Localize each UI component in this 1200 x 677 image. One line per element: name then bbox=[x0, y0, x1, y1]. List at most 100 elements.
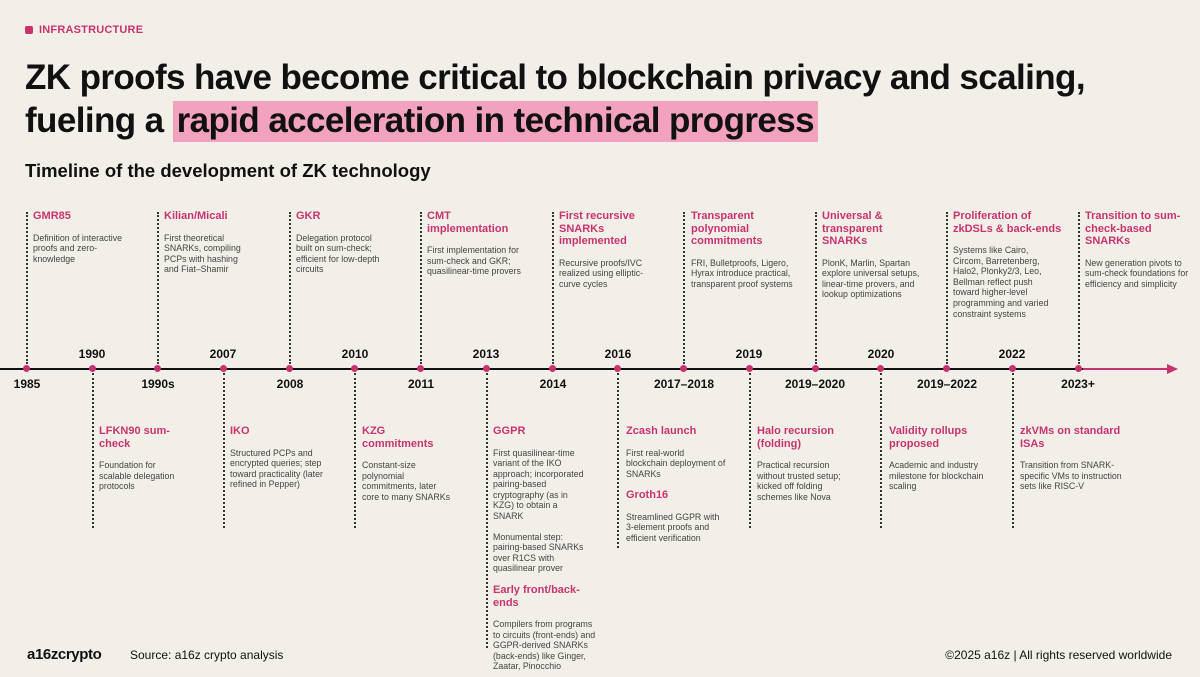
connector-line bbox=[157, 212, 159, 364]
event-title: LFKN90 sum-check bbox=[99, 425, 170, 450]
event-cmt: CMT implementation First implementation … bbox=[427, 210, 527, 277]
year-label: 2019–2020 bbox=[784, 377, 846, 391]
chart-subtitle: Timeline of the development of ZK techno… bbox=[25, 160, 431, 181]
event-transparent-commitments: Transparent polynomial commitments FRI, … bbox=[691, 210, 801, 289]
year-label: 2017–2018 bbox=[653, 377, 715, 391]
event-title: GGPR bbox=[493, 425, 526, 437]
year-label: 2020 bbox=[867, 347, 895, 361]
event-title-early-front-back-ends: Early front/back-ends bbox=[493, 584, 580, 609]
event-title: GMR85 bbox=[33, 210, 71, 222]
event-description-extra: Monumental step: pairing-based SNARKs ov… bbox=[493, 531, 584, 574]
a16z-crypto-logo: a16zcrypto bbox=[27, 646, 102, 663]
timeline-axis bbox=[0, 368, 1083, 370]
timeline-dot bbox=[220, 365, 227, 372]
event-description: Recursive proofs/IVC realized using elli… bbox=[559, 257, 644, 289]
timeline-dot bbox=[614, 365, 621, 372]
timeline-dot bbox=[417, 365, 424, 372]
event-zkdsls: Proliferation of zkDSLs & back-ends Syst… bbox=[953, 210, 1065, 319]
event-description: Compilers from programs to circuits (fro… bbox=[493, 619, 596, 672]
connector-line bbox=[486, 373, 488, 648]
connector-line bbox=[1078, 212, 1080, 364]
timeline-dot bbox=[154, 365, 161, 372]
timeline-dot bbox=[89, 365, 96, 372]
connector-line bbox=[617, 373, 619, 548]
connector-line bbox=[289, 212, 291, 364]
event-zkvms: zkVMs on standard ISAs Transition from S… bbox=[1020, 425, 1130, 492]
event-title: Kilian/Micali bbox=[164, 210, 228, 222]
event-description: Transition from SNARK-specific VMs to in… bbox=[1020, 460, 1122, 492]
event-title: zkVMs on standard ISAs bbox=[1020, 425, 1121, 450]
connector-line bbox=[815, 212, 817, 364]
event-description: Practical recursion without trusted setu… bbox=[757, 460, 841, 502]
event-lfkn90: LFKN90 sum-check Foundation for scalable… bbox=[99, 425, 189, 492]
copyright-notice: ©2025 a16z | All rights reserved worldwi… bbox=[945, 648, 1172, 662]
event-description: First theoretical SNARKs, compiling PCPs… bbox=[164, 232, 241, 275]
timeline-dot bbox=[746, 365, 753, 372]
year-label: 2013 bbox=[472, 347, 500, 361]
event-title: Halo recursion (folding) bbox=[757, 425, 835, 450]
timeline-dot bbox=[1075, 365, 1082, 372]
timeline-dot bbox=[23, 365, 30, 372]
event-recursive-snarks: First recursive SNARKs implemented Recur… bbox=[559, 210, 651, 289]
event-kzg: KZG commitments Constant-size polynomial… bbox=[362, 425, 450, 502]
event-ggpr: GGPR First quasilinear-time variant of t… bbox=[493, 425, 603, 672]
connector-line bbox=[420, 212, 422, 364]
connector-line bbox=[223, 373, 225, 528]
event-description: Academic and industry milestone for bloc… bbox=[889, 460, 984, 492]
category-tag: INFRASTRUCTURE bbox=[25, 24, 143, 36]
year-label: 2008 bbox=[276, 377, 304, 391]
year-label: 2011 bbox=[407, 377, 435, 391]
event-description: Constant-size polynomial commitments, la… bbox=[362, 460, 450, 502]
event-title: Universal & transparent SNARKs bbox=[822, 210, 883, 247]
connector-line bbox=[26, 212, 28, 364]
event-title: Proliferation of zkDSLs & back-ends bbox=[953, 210, 1062, 235]
event-description: Systems like Cairo, Circom, Barretenberg… bbox=[953, 245, 1049, 319]
timeline-dot bbox=[877, 365, 884, 372]
event-title: First recursive SNARKs implemented bbox=[559, 210, 635, 247]
timeline-dot bbox=[1009, 365, 1016, 372]
event-title: Transition to sum-check-based SNARKs bbox=[1085, 210, 1181, 247]
event-title: Validity rollups proposed bbox=[889, 425, 968, 450]
event-description: Structured PCPs and encrypted queries; s… bbox=[230, 447, 323, 490]
event-description: First implementation for sum-check and G… bbox=[427, 245, 521, 277]
event-description: FRI, Bulletproofs, Ligero, Hyrax introdu… bbox=[691, 257, 793, 289]
event-description: PlonK, Marlin, Spartan explore universal… bbox=[822, 257, 920, 300]
timeline-dot bbox=[812, 365, 819, 372]
year-label: 1985 bbox=[13, 377, 41, 391]
event-gmr85: GMR85 Definition of interactive proofs a… bbox=[33, 210, 133, 264]
tag-square-icon bbox=[25, 26, 33, 34]
connector-line bbox=[354, 373, 356, 528]
headline-highlight: rapid acceleration in technical progress bbox=[172, 101, 818, 142]
event-title-groth16: Groth16 bbox=[626, 489, 669, 502]
year-label: 1990s bbox=[141, 377, 175, 391]
connector-line bbox=[946, 212, 948, 364]
event-description: Definition of interactive proofs and zer… bbox=[33, 232, 122, 264]
event-description: Streamlined GGPR with 3-element proofs a… bbox=[626, 511, 720, 543]
event-title: Transparent polynomial commitments bbox=[691, 210, 763, 247]
event-title: GKR bbox=[296, 210, 321, 222]
connector-line bbox=[552, 212, 554, 364]
event-iko: IKO Structured PCPs and encrypted querie… bbox=[230, 425, 325, 490]
event-title: IKO bbox=[230, 425, 250, 437]
event-description: First quasilinear-time variant of the IK… bbox=[493, 447, 584, 522]
category-label: INFRASTRUCTURE bbox=[39, 24, 144, 36]
event-sum-check-snarks: Transition to sum-check-based SNARKs New… bbox=[1085, 210, 1189, 289]
year-label: 1990 bbox=[78, 347, 106, 361]
headline-line2-prefix: fueling a bbox=[25, 101, 173, 140]
year-label: 2010 bbox=[341, 347, 369, 361]
headline-line1: ZK proofs have become critical to blockc… bbox=[25, 58, 1086, 97]
year-label: 2007 bbox=[209, 347, 237, 361]
connector-line bbox=[880, 373, 882, 528]
connector-line bbox=[92, 373, 94, 528]
event-halo: Halo recursion (folding) Practical recur… bbox=[757, 425, 852, 502]
year-label: 2019–2022 bbox=[916, 377, 978, 391]
timeline-dot bbox=[680, 365, 687, 372]
year-label: 2022 bbox=[998, 347, 1026, 361]
year-label: 2019 bbox=[735, 347, 763, 361]
timeline-axis-future bbox=[1083, 368, 1169, 370]
timeline-dot bbox=[483, 365, 490, 372]
event-title: CMT implementation bbox=[427, 210, 509, 235]
year-label: 2023+ bbox=[1061, 377, 1095, 391]
timeline-dot bbox=[943, 365, 950, 372]
timeline-dot bbox=[351, 365, 358, 372]
